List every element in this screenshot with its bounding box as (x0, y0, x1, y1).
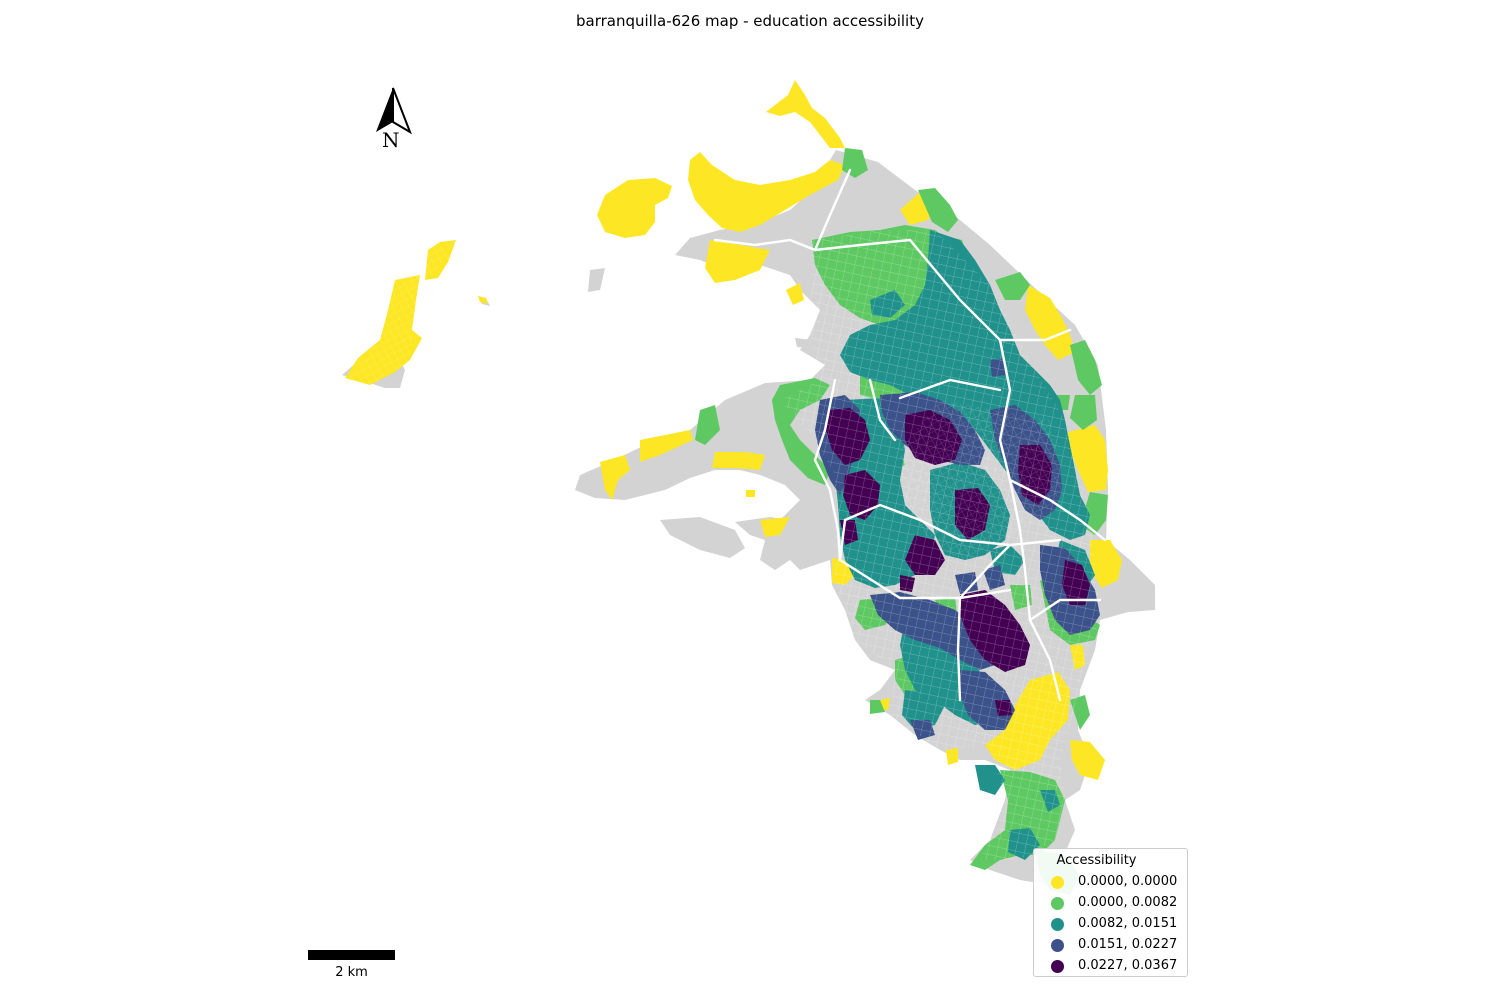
scale-bar (308, 950, 395, 960)
block-texture (345, 230, 1100, 860)
map-legend: Accessibility 0.0000, 0.0000 0.0000, 0.0… (1033, 848, 1188, 977)
legend-swatch (1051, 960, 1064, 973)
legend-item-class-1: 0.0000, 0.0000 (1044, 873, 1186, 893)
north-arrow-icon (376, 87, 412, 135)
legend-item-label: 0.0000, 0.0082 (1078, 895, 1178, 910)
legend-swatch (1051, 939, 1064, 952)
north-arrow-label: N (382, 128, 400, 152)
legend-item-class-4: 0.0151, 0.0227 (1044, 936, 1186, 956)
legend-title: Accessibility (1056, 853, 1137, 868)
legend-swatch (1051, 897, 1064, 910)
legend-item-class-2: 0.0000, 0.0082 (1044, 894, 1186, 914)
legend-item-class-3: 0.0082, 0.0151 (1044, 915, 1186, 935)
legend-item-label: 0.0000, 0.0000 (1078, 874, 1178, 889)
legend-item-label: 0.0151, 0.0227 (1078, 937, 1178, 952)
scale-bar-label: 2 km (335, 965, 368, 980)
road-network (713, 168, 1107, 702)
legend-item-class-5: 0.0227, 0.0367 (1044, 957, 1186, 977)
map-title: barranquilla-626 map - education accessi… (576, 12, 924, 30)
legend-item-label: 0.0227, 0.0367 (1078, 958, 1178, 973)
legend-swatch (1051, 876, 1064, 889)
legend-swatch (1051, 918, 1064, 931)
legend-item-label: 0.0082, 0.0151 (1078, 916, 1178, 931)
